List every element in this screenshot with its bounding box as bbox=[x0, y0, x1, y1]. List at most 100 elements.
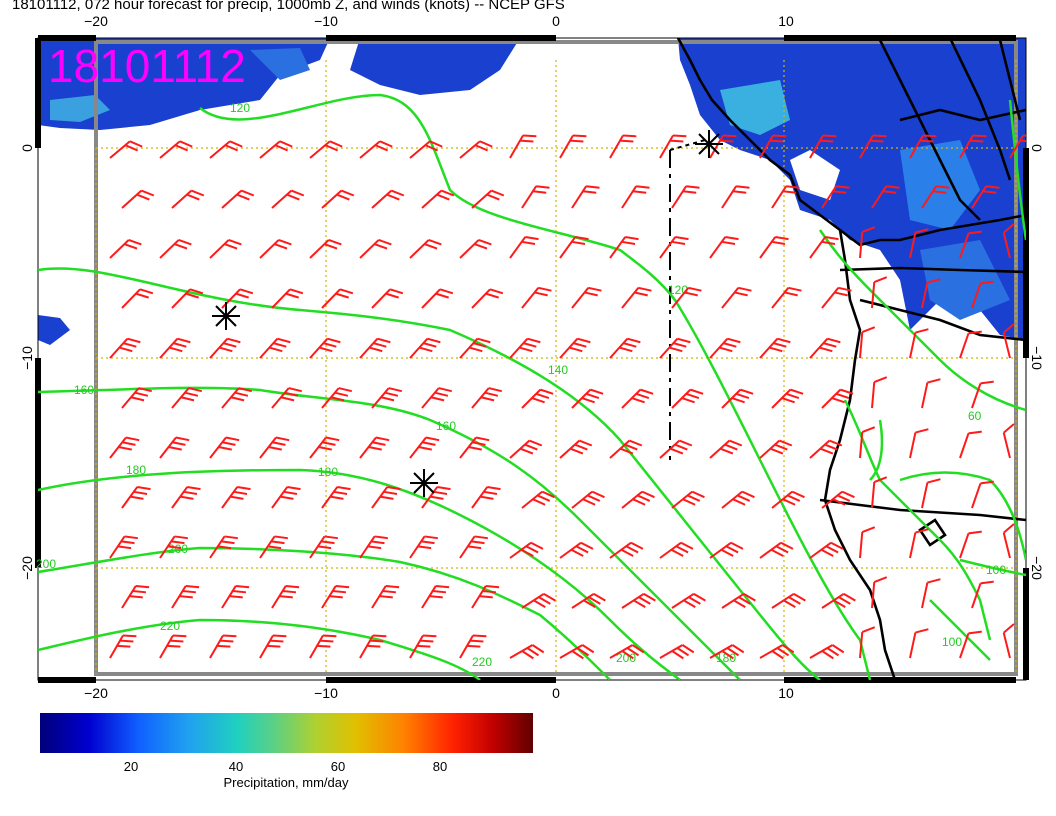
wind-barb-icon bbox=[359, 238, 392, 259]
lat-tick: −10 bbox=[19, 346, 35, 370]
wind-barb-icon bbox=[709, 439, 743, 459]
wind-barb-icon bbox=[421, 387, 452, 409]
contour-label: 180 bbox=[318, 465, 338, 479]
wind-barb-icon bbox=[259, 535, 288, 559]
wind-barb-icon bbox=[459, 337, 491, 359]
contour-label: 60 bbox=[968, 409, 982, 423]
wind-barb-icon bbox=[571, 490, 605, 509]
wind-barb-icon bbox=[971, 280, 994, 309]
wind-barb-icon bbox=[309, 436, 340, 459]
wind-barb-icon bbox=[159, 140, 193, 159]
wind-barb-icon bbox=[609, 337, 641, 359]
wind-barb-icon bbox=[659, 439, 693, 459]
wind-barb-icon bbox=[109, 436, 140, 459]
wind-barb-icon bbox=[271, 485, 301, 509]
wind-barb-icon bbox=[821, 185, 850, 209]
contour-label: 160 bbox=[436, 419, 456, 433]
wind-barb-icon bbox=[459, 535, 488, 559]
lon-tick: 0 bbox=[552, 685, 560, 701]
wind-barb-icon bbox=[521, 185, 550, 209]
wind-barb-icon bbox=[109, 238, 142, 259]
wind-barb-icon bbox=[409, 140, 443, 159]
page-title: 18101112, 072 hour forecast for precip, … bbox=[12, 0, 565, 13]
wind-barb-icon bbox=[409, 634, 437, 659]
wind-barb-icon bbox=[621, 592, 656, 609]
lat-tick: 0 bbox=[19, 144, 35, 152]
wind-barb-icon bbox=[159, 634, 187, 659]
wind-barb-icon bbox=[321, 288, 354, 309]
wind-barb-icon bbox=[271, 584, 300, 609]
wind-barb-icon bbox=[721, 388, 754, 409]
lon-tick: −10 bbox=[314, 13, 338, 29]
wind-barb-icon bbox=[259, 140, 293, 159]
wind-barb-icon bbox=[271, 189, 305, 209]
wind-barb-icon bbox=[921, 478, 941, 509]
contour-label: 120 bbox=[230, 101, 250, 115]
wind-barb-icon bbox=[371, 189, 405, 209]
wind-barb-icon bbox=[909, 428, 929, 459]
wind-barb-icon bbox=[721, 185, 750, 209]
low-center-icon bbox=[212, 302, 240, 330]
wind-barb-icon bbox=[809, 439, 843, 459]
wind-barb-icon bbox=[909, 228, 929, 259]
wind-barb-icon bbox=[959, 134, 987, 159]
wind-barb-icon bbox=[121, 485, 151, 509]
wind-barb-icon bbox=[321, 584, 350, 609]
wind-barb-icon bbox=[209, 436, 240, 459]
wind-barb-icon bbox=[471, 584, 500, 609]
wind-barb-icon bbox=[709, 337, 741, 359]
colorbar-label: Precipitation, mm/day bbox=[223, 775, 349, 790]
lon-ticks-bottom: −20 −10 0 10 bbox=[84, 685, 794, 701]
wind-barb-icon bbox=[509, 235, 539, 259]
lon-tick: 10 bbox=[778, 685, 794, 701]
wind-barb-icon bbox=[209, 634, 237, 659]
wind-barb-icon bbox=[221, 485, 251, 509]
wind-barb-icon bbox=[659, 337, 691, 359]
wind-barb-icon bbox=[659, 541, 694, 559]
wind-barb-icon bbox=[621, 185, 650, 209]
wind-barb-icon bbox=[771, 286, 802, 309]
wind-barb-icon bbox=[609, 644, 645, 660]
lon-tick: −10 bbox=[314, 685, 338, 701]
wind-barb-icon bbox=[909, 628, 929, 659]
wind-barb-icon bbox=[159, 436, 190, 459]
colorbar-tick: 80 bbox=[432, 759, 448, 774]
wind-barb-icon bbox=[359, 337, 391, 359]
wind-barb-icon bbox=[259, 238, 292, 259]
wind-barb-icon bbox=[709, 134, 737, 159]
precip-field bbox=[38, 38, 1026, 345]
wind-barb-icon bbox=[821, 592, 856, 609]
wind-barb-icon bbox=[709, 235, 739, 259]
wind-barb-icon bbox=[459, 436, 490, 459]
wind-barb-icon bbox=[521, 388, 554, 409]
wind-barb-icon bbox=[209, 535, 238, 559]
wind-barb-icon bbox=[159, 535, 188, 559]
wind-barb-icon bbox=[421, 485, 451, 509]
colorbar-tick: 20 bbox=[123, 759, 139, 774]
lon-tick: 0 bbox=[552, 13, 560, 29]
wind-barb-icon bbox=[671, 185, 700, 209]
contour-label: 100 bbox=[986, 563, 1006, 577]
wind-barb-icon bbox=[421, 288, 454, 309]
wind-barb-icon bbox=[459, 140, 493, 159]
wind-barb-icon bbox=[821, 388, 854, 409]
wind-barb-icon bbox=[371, 387, 402, 409]
wind-barb-icon bbox=[359, 436, 390, 459]
wind-barb-icon bbox=[909, 328, 929, 359]
wind-barb-icon bbox=[121, 288, 154, 309]
lat-tick: −20 bbox=[1029, 556, 1045, 580]
wind-barb-icon bbox=[221, 189, 255, 209]
wind-barb-icon bbox=[871, 376, 888, 409]
wind-barb-icon bbox=[559, 644, 595, 660]
wind-barb-icon bbox=[859, 226, 876, 259]
wind-barb-icon bbox=[909, 134, 937, 159]
wind-barb-icon bbox=[921, 578, 941, 609]
wind-barb-icon bbox=[971, 185, 1000, 209]
wind-barb-icon bbox=[759, 235, 789, 259]
wind-barb-icon bbox=[471, 387, 502, 409]
wind-barb-icon bbox=[521, 490, 555, 509]
wind-barb-icon bbox=[509, 134, 537, 159]
wind-barb-icon bbox=[321, 485, 351, 509]
wind-barb-icon bbox=[821, 286, 852, 309]
lat-tick: 0 bbox=[1029, 144, 1045, 152]
